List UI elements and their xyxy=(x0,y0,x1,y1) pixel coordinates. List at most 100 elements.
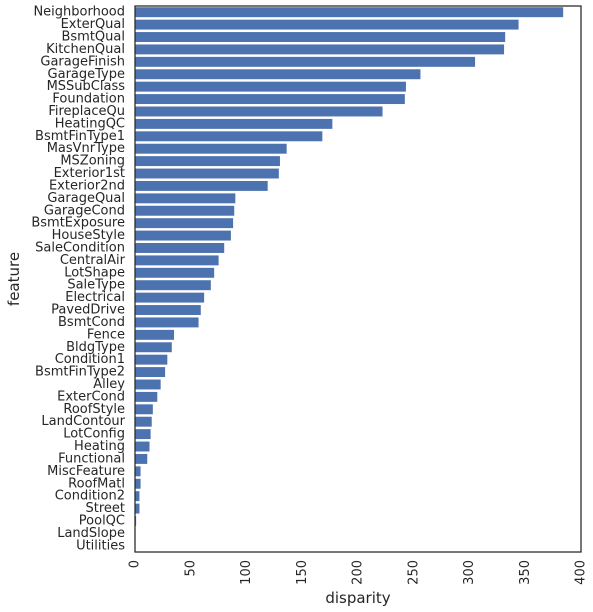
y-tick-label: Alley xyxy=(93,377,125,392)
bar-BsmtQual xyxy=(135,32,506,42)
y-tick-label: GarageQual xyxy=(47,191,125,206)
y-tick-label: BsmtExposure xyxy=(31,216,125,231)
bar-Condition2 xyxy=(135,491,140,502)
y-tick-label: SaleType xyxy=(67,278,125,293)
y-tick-label: PoolQC xyxy=(79,513,125,528)
bar-BsmtExposure xyxy=(135,218,234,229)
bar-CentralAir xyxy=(135,255,219,266)
x-tick-label: 100 xyxy=(239,560,254,585)
y-tick-label: GarageFinish xyxy=(40,54,125,69)
x-tick-label: 50 xyxy=(183,560,198,577)
bar-GarageCond xyxy=(135,205,235,216)
y-tick-label: PavedDrive xyxy=(51,303,125,318)
y-tick-label: Fence xyxy=(87,327,125,342)
bar-RoofMatl xyxy=(135,478,141,489)
bar-GarageFinish xyxy=(135,56,476,67)
y-tick-label: Neighborhood xyxy=(33,5,125,20)
bar-BsmtFinType2 xyxy=(135,367,166,378)
y-tick-label: BsmtCond xyxy=(58,315,125,330)
plot-frame xyxy=(134,5,582,553)
bar-Street xyxy=(135,503,140,514)
y-tick-label: FireplaceQu xyxy=(48,104,125,119)
y-tick-label: SaleCondition xyxy=(35,240,125,255)
y-tick-label: Street xyxy=(85,501,125,516)
y-tick-label: BsmtQual xyxy=(61,30,125,45)
y-tick-label: Condition2 xyxy=(55,489,125,504)
y-tick-label: Electrical xyxy=(65,290,125,305)
y-tick-label: Functional xyxy=(58,451,125,466)
y-tick-label: MiscFeature xyxy=(47,464,125,479)
bar-LandContour xyxy=(135,416,152,427)
y-tick-label: Foundation xyxy=(52,92,125,107)
y-tick-label: Exterior2nd xyxy=(49,178,125,193)
x-tick-label: 300 xyxy=(462,560,477,585)
y-tick-label: MSZoning xyxy=(60,154,125,169)
bar-LotConfig xyxy=(135,429,151,440)
bar-GarageType xyxy=(135,69,421,80)
bar-BsmtFinType1 xyxy=(135,131,323,142)
bar-MSZoning xyxy=(135,156,280,167)
y-tick-label: LandSlope xyxy=(57,526,125,541)
x-tick-label: 200 xyxy=(351,560,366,585)
y-tick-label: RoofMatl xyxy=(68,476,125,491)
bar-SaleType xyxy=(135,280,211,291)
bar-ExterQual xyxy=(135,19,519,30)
y-tick-label: MasVnrType xyxy=(47,141,125,156)
bar-MSSubClass xyxy=(135,81,406,92)
y-tick-label: LandContour xyxy=(41,414,125,429)
x-tick-label: 400 xyxy=(574,560,589,585)
y-tick-label: CentralAir xyxy=(60,253,126,268)
bar-PavedDrive xyxy=(135,305,201,315)
bar-BsmtCond xyxy=(135,317,199,328)
bar-Electrical xyxy=(135,292,205,303)
x-tick-label: 0 xyxy=(128,560,143,568)
y-tick-label: Heating xyxy=(74,439,125,454)
bar-Condition1 xyxy=(135,354,168,365)
y-tick-label: LotShape xyxy=(64,265,125,280)
bar-KitchenQual xyxy=(135,44,505,55)
bar-HouseStyle xyxy=(135,230,231,241)
bar-RoofStyle xyxy=(135,404,153,415)
bar-FireplaceQu xyxy=(135,106,383,117)
y-tick-label: MSSubClass xyxy=(47,79,126,94)
bar-HeatingQC xyxy=(135,118,333,129)
x-tick-label: 250 xyxy=(406,560,421,585)
y-tick-label: ExterCond xyxy=(57,389,125,404)
y-tick-label: Utilities xyxy=(76,538,125,553)
x-tick-label: 350 xyxy=(518,560,533,585)
y-tick-label: HeatingQC xyxy=(55,116,125,131)
bar-Exterior1st xyxy=(135,168,279,179)
bar-LotShape xyxy=(135,267,215,278)
y-tick-labels: NeighborhoodExterQualBsmtQualKitchenQual… xyxy=(31,5,125,554)
y-tick-label: BsmtFinType1 xyxy=(35,129,125,144)
y-tick-label: ExterQual xyxy=(61,17,125,32)
y-tick-label: Exterior1st xyxy=(54,166,125,181)
bar-Exterior2nd xyxy=(135,180,268,191)
bar-Neighborhood xyxy=(135,7,564,18)
y-tick-label: RoofStyle xyxy=(63,402,125,417)
bar-Fence xyxy=(135,329,175,340)
x-ticks: 0 50 100 150 200 250 300 350 400 xyxy=(128,560,589,585)
bar-SaleCondition xyxy=(135,243,225,253)
bar-Functional xyxy=(135,453,148,464)
y-tick-label: GarageType xyxy=(48,67,125,82)
bar-MiscFeature xyxy=(135,466,141,477)
bar-Foundation xyxy=(135,94,405,105)
bar-ExterCond xyxy=(135,391,158,402)
bars xyxy=(135,7,564,526)
y-tick-label: Condition1 xyxy=(55,352,125,367)
x-axis-label: disparity xyxy=(325,589,390,607)
y-tick-label: BldgType xyxy=(66,340,125,355)
bar-BldgType xyxy=(135,342,172,353)
y-tick-label: KitchenQual xyxy=(46,42,125,57)
y-tick-label: LotConfig xyxy=(63,427,125,442)
bar-Alley xyxy=(135,379,161,390)
y-tick-label: GarageCond xyxy=(44,203,125,218)
x-tick-label: 150 xyxy=(295,560,310,585)
bar-MasVnrType xyxy=(135,143,287,154)
bar-GarageQual xyxy=(135,193,236,204)
y-tick-label: BsmtFinType2 xyxy=(35,365,125,380)
y-axis-label: feature xyxy=(5,252,23,306)
y-tick-label: HouseStyle xyxy=(52,228,125,243)
